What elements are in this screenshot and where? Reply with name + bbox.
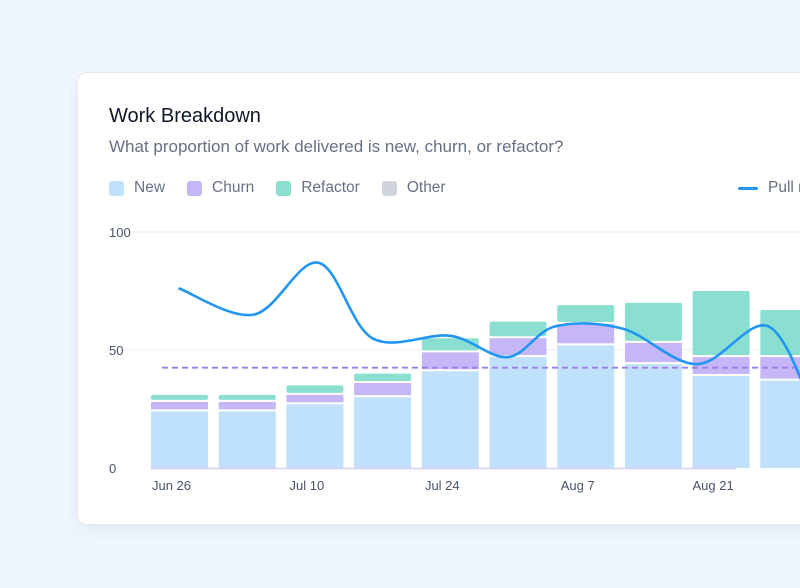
work-breakdown-card: Work Breakdown What proportion of work d… bbox=[77, 72, 800, 525]
bar-new-3 bbox=[354, 397, 412, 468]
bar-churn-4 bbox=[421, 352, 479, 370]
bar-new-5 bbox=[489, 357, 547, 468]
legend-swatch-churn bbox=[187, 180, 203, 196]
legend-label-refactor: Refactor bbox=[301, 179, 360, 196]
legend-line-swatch bbox=[738, 186, 758, 190]
x-tick-label-6: Aug 7 bbox=[561, 478, 595, 493]
bar-churn-0 bbox=[151, 401, 208, 410]
legend-label-other: Other bbox=[406, 179, 446, 196]
bar-churn-9 bbox=[760, 357, 800, 379]
work-breakdown-chart: 0 50 100 Jun 26 Jul 10 Jul 24 Aug 7 Aug 21 bbox=[109, 225, 800, 493]
bar-churn-2 bbox=[286, 394, 344, 403]
legend-swatch-new bbox=[109, 180, 124, 196]
legend-swatch-refactor bbox=[276, 180, 292, 196]
bar-churn-6 bbox=[557, 324, 615, 344]
legend-item-refactor[interactable]: Refactor bbox=[276, 179, 360, 197]
bar-new-7 bbox=[624, 364, 682, 468]
bar-refactor-9 bbox=[760, 309, 800, 356]
y-tick-label-100: 100 bbox=[109, 225, 131, 240]
legend-label-new: New bbox=[134, 179, 166, 196]
x-tick-label-2: Jul 10 bbox=[290, 478, 325, 493]
legend-item-churn[interactable]: Churn bbox=[187, 179, 254, 197]
bar-new-0 bbox=[151, 411, 208, 468]
bar-churn-3 bbox=[354, 383, 412, 396]
chart-legend: New Churn Refactor Other bbox=[109, 179, 468, 197]
bar-refactor-6 bbox=[557, 305, 615, 323]
pull-requests-line bbox=[178, 261, 800, 381]
bar-refactor-1 bbox=[218, 394, 276, 400]
legend-swatch-other bbox=[381, 180, 397, 196]
bar-refactor-7 bbox=[624, 302, 682, 341]
bar-new-2 bbox=[286, 404, 344, 468]
bar-churn-8 bbox=[692, 357, 750, 374]
legend-label-churn: Churn bbox=[212, 179, 255, 196]
bar-refactor-5 bbox=[489, 321, 547, 337]
y-tick-label-0: 0 bbox=[109, 461, 116, 476]
bar-refactor-2 bbox=[286, 385, 344, 393]
bar-refactor-4 bbox=[421, 338, 479, 351]
bar-new-9 bbox=[760, 380, 800, 468]
x-tick-label-4: Jul 24 bbox=[425, 478, 460, 493]
legend-item-new[interactable]: New bbox=[109, 179, 165, 197]
bar-refactor-3 bbox=[354, 373, 412, 382]
y-tick-label-50: 50 bbox=[109, 343, 123, 358]
bar-refactor-0 bbox=[151, 394, 208, 400]
x-tick-label-0: Jun 26 bbox=[152, 478, 191, 493]
legend-label-pull-requests: Pull r bbox=[768, 179, 800, 196]
bar-new-1 bbox=[218, 411, 276, 468]
x-tick-label-8: Aug 21 bbox=[692, 478, 733, 493]
bar-new-4 bbox=[421, 371, 479, 468]
card-title: Work Breakdown bbox=[109, 105, 261, 127]
bar-new-6 bbox=[557, 345, 615, 468]
bar-new-8 bbox=[692, 375, 750, 468]
legend-item-pull-requests[interactable]: Pull r bbox=[738, 179, 800, 197]
bar-churn-1 bbox=[218, 401, 276, 410]
legend-item-other[interactable]: Other bbox=[381, 179, 446, 197]
card-subtitle: What proportion of work delivered is new… bbox=[109, 137, 564, 156]
bar-churn-7 bbox=[624, 342, 682, 363]
bar-refactor-8 bbox=[692, 291, 750, 356]
